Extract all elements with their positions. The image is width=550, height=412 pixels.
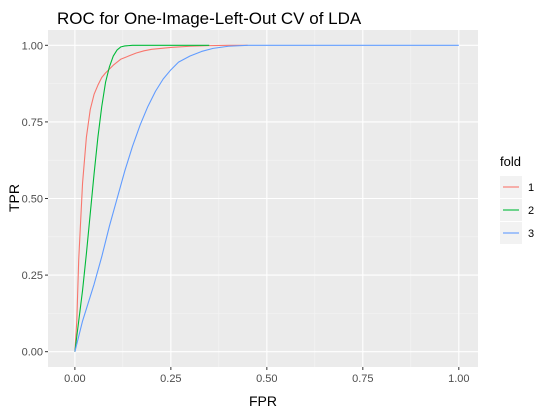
y-tick-label: 0.25 bbox=[22, 270, 43, 282]
x-tick-label: 0.00 bbox=[64, 373, 85, 385]
x-axis-title: FPR bbox=[249, 393, 277, 409]
y-tick-label: 0.75 bbox=[22, 117, 43, 129]
x-tick-label: 0.50 bbox=[256, 373, 277, 385]
x-tick-label: 0.75 bbox=[352, 373, 373, 385]
grid-major bbox=[48, 30, 478, 367]
chart-title: ROC for One-Image-Left-Out CV of LDA bbox=[57, 9, 362, 28]
legend-title: fold bbox=[500, 154, 521, 169]
series-lines bbox=[74, 44, 459, 352]
y-tick-label: 0.50 bbox=[22, 194, 43, 206]
legend-label: 1 bbox=[528, 182, 534, 194]
y-tick-label: 1.00 bbox=[22, 40, 43, 52]
roc-line-fold-3 bbox=[74, 44, 459, 352]
x-tick-label: 0.25 bbox=[160, 373, 181, 385]
y-axis-title: TPR bbox=[6, 184, 22, 212]
legend-label: 3 bbox=[528, 228, 534, 240]
y-tick-label: 0.00 bbox=[22, 347, 43, 359]
legend-keys: 1 2 3 bbox=[500, 176, 534, 244]
y-axis-ticks: 0.00 0.25 0.50 0.75 1.00 bbox=[22, 40, 48, 359]
legend: fold 1 2 3 bbox=[500, 154, 534, 244]
roc-line-fold-2 bbox=[74, 44, 210, 352]
legend-label: 2 bbox=[528, 205, 534, 217]
x-tick-label: 1.00 bbox=[448, 373, 469, 385]
roc-line-fold-1 bbox=[74, 44, 248, 352]
x-axis-ticks: 0.00 0.25 0.50 0.75 1.00 bbox=[64, 367, 470, 385]
